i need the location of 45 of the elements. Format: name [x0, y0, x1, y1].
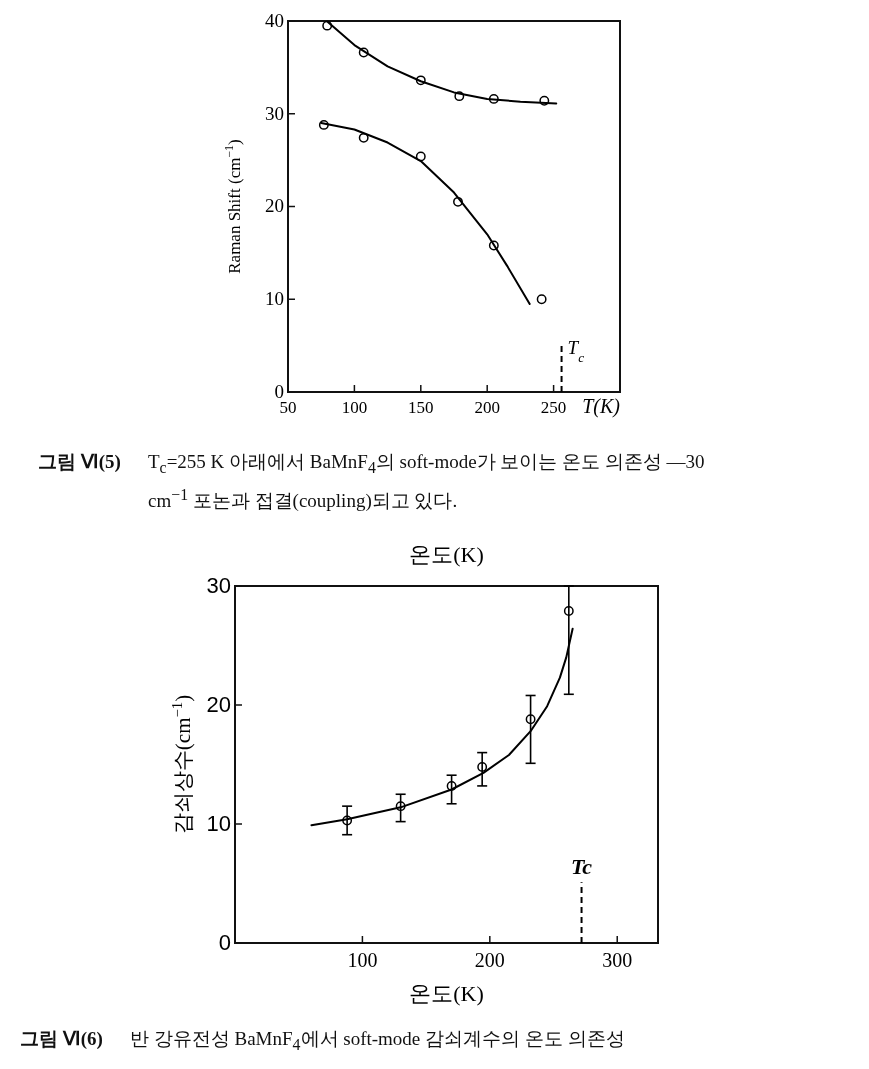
text: T$_{c}$=255 K 아래에서 BaMnF$_{4}$의 soft-mode가 보이는 온도 의존성 —30 cm$^{−1}$ 포논과 접결(coupling)되고 있다.: [148, 451, 705, 512]
y-tick-label: 10: [265, 288, 284, 310]
ref-line-label: T$_{c}$: [567, 336, 585, 365]
point: [536, 294, 547, 305]
point: [395, 801, 406, 812]
text: 반 강유전성 BaMnF$_{4}$에서 soft-mode 감쇠계수의 온도 의존성: [130, 1027, 626, 1055]
x-axis-title: T(K): [582, 395, 621, 418]
point: [477, 761, 488, 772]
x-tick-label: 200: [474, 398, 500, 417]
x-tick-label: 100: [341, 398, 368, 417]
point: [342, 815, 353, 826]
point: [322, 20, 333, 31]
point: [488, 93, 499, 104]
point: [446, 780, 457, 791]
point: [453, 196, 463, 207]
y-tick-label: 0: [218, 930, 231, 955]
x-tick-label: 100: [347, 949, 378, 971]
ref-line: T$_{c}$: [560, 336, 585, 393]
point: [358, 132, 369, 143]
point: [525, 714, 536, 725]
y-tick-label: 30: [206, 573, 231, 598]
x-tick-label: 250: [540, 398, 567, 417]
y-tick-label: 40: [265, 9, 284, 31]
chart-title: 온도(K): [409, 542, 484, 567]
ref-line-label: Tc: [570, 854, 593, 880]
line-series: [320, 122, 531, 305]
point: [454, 91, 465, 102]
point: [318, 119, 329, 130]
text: 그림 Ⅵ(5): [38, 450, 122, 474]
x-tick-label: 300: [602, 949, 633, 971]
x-tick-label: 200: [474, 949, 505, 971]
point: [563, 606, 574, 616]
point: [358, 47, 369, 58]
x-tick-label: 150: [408, 398, 434, 417]
point: [415, 75, 426, 86]
point: [539, 95, 550, 106]
text: 그림 Ⅵ(6): [20, 1027, 104, 1051]
point: [488, 240, 499, 251]
x-axis-title: 온도(K): [409, 981, 484, 1006]
point: [415, 151, 426, 162]
y-tick-label: 20: [206, 692, 231, 717]
y-tick-label: 20: [265, 195, 284, 217]
ref-line: Tc: [570, 854, 593, 944]
y-tick-label: 10: [206, 811, 231, 836]
y-tick-label: 30: [265, 102, 284, 124]
